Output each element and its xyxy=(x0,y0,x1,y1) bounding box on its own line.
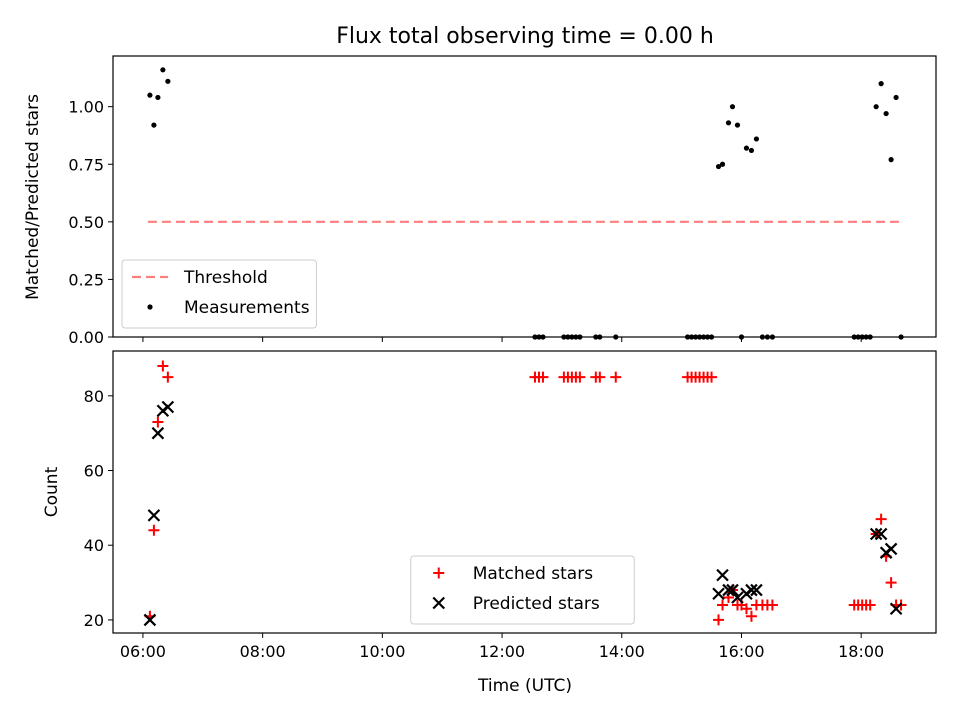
legend-matched-stars-label: Matched stars xyxy=(473,564,593,584)
matched-stars-point xyxy=(885,577,897,589)
ratio-y-tick-label: 0.25 xyxy=(68,270,104,289)
ratio-legend-box xyxy=(121,259,317,329)
count-y-tick-label: 20 xyxy=(84,611,104,630)
count-y-tick-label: 80 xyxy=(84,387,104,406)
matched-stars-point xyxy=(148,524,160,536)
legend-measurements-swatch xyxy=(147,304,153,310)
measurements-point xyxy=(719,161,726,167)
x-tick-label: 16:00 xyxy=(718,642,764,661)
legend-measurements-label: Measurements xyxy=(184,298,310,318)
ratio-y-axis-label: Matched/Predicted stars xyxy=(23,94,43,300)
matched-stars-point xyxy=(157,360,169,372)
measurements-point xyxy=(883,110,889,117)
predicted-stars-point xyxy=(726,583,739,597)
predicted-stars-point xyxy=(712,587,725,601)
matched-stars-point xyxy=(152,416,164,428)
predicted-stars-point xyxy=(889,602,903,615)
x-tick-label: 08:00 xyxy=(240,642,286,661)
measurements-point xyxy=(748,147,755,154)
measurements-point xyxy=(888,157,894,163)
measurements-point xyxy=(715,163,722,170)
predicted-stars-point xyxy=(716,568,729,582)
measurements-point xyxy=(151,122,157,128)
legend-predicted-stars-swatch xyxy=(432,596,446,610)
predicted-stars-point xyxy=(874,527,888,541)
measurements-point xyxy=(743,145,750,151)
predicted-stars-point xyxy=(143,613,157,627)
legend-matched-stars-swatch xyxy=(433,567,445,579)
x-tick-label: 12:00 xyxy=(479,642,525,661)
ratio-y-tick-label: 0.75 xyxy=(68,155,104,174)
measurements-point xyxy=(878,81,884,87)
predicted-stars-point xyxy=(731,591,744,604)
count-y-tick-label: 40 xyxy=(84,536,104,555)
measurements-point xyxy=(155,94,161,101)
matched-stars-point xyxy=(537,371,549,383)
measurements-point xyxy=(734,122,741,128)
predicted-stars-point xyxy=(884,542,898,556)
matched-stars-point xyxy=(162,371,174,383)
x-tick-label: 14:00 xyxy=(599,642,645,661)
measurements-point xyxy=(873,104,879,110)
matched-stars-point xyxy=(740,603,752,615)
ratio-y-tick-label: 0.00 xyxy=(68,328,104,347)
count-panel: 06:00 08:00 10:00 12:00 14:00 16:00 18:00 20 40 6… xyxy=(42,350,937,661)
matched-stars-point xyxy=(594,371,606,383)
matched-stars-point xyxy=(766,599,778,611)
count-y-tick-label: 60 xyxy=(84,462,104,481)
matched-stars-point xyxy=(717,599,729,611)
x-tick-label: 18:00 xyxy=(838,642,884,661)
ratio-plot-frame xyxy=(112,55,937,338)
predicted-stars-point xyxy=(161,400,175,414)
count-y-axis-label: Count xyxy=(42,466,62,517)
count-plot-frame xyxy=(112,350,937,634)
ratio-y-tick-label: 1.00 xyxy=(68,98,104,117)
legend-threshold-label: Threshold xyxy=(183,268,268,288)
count-legend-box xyxy=(410,555,635,625)
measurements-point xyxy=(893,94,899,101)
figure-title: Flux total observing time = 0.00 h xyxy=(336,24,714,49)
measurements-point xyxy=(160,67,166,73)
measurements-point xyxy=(725,120,732,126)
x-tick-label: 06:00 xyxy=(120,642,166,661)
measurements-point xyxy=(753,136,760,142)
matched-stars-point xyxy=(864,599,876,611)
matched-stars-point xyxy=(574,371,586,383)
measurements-point xyxy=(147,92,153,98)
ratio-y-tick-label: 0.50 xyxy=(68,213,104,232)
matched-stars-point xyxy=(713,614,725,626)
matched-stars-point xyxy=(610,371,622,383)
matched-stars-point xyxy=(875,513,887,525)
measurements-point xyxy=(729,104,736,110)
predicted-stars-point xyxy=(869,527,883,541)
predicted-stars-point xyxy=(745,583,758,597)
x-axis-label: Time (UTC) xyxy=(477,676,572,696)
legend-predicted-stars-label: Predicted stars xyxy=(473,594,600,614)
predicted-stars-point xyxy=(147,509,161,522)
measurements-point xyxy=(165,78,171,84)
matched-stars-point xyxy=(706,371,718,383)
matched-stars-point xyxy=(745,610,757,622)
x-tick-label: 10:00 xyxy=(359,642,405,661)
ratio-panel: 0.00 0.25 0.50 0.75 1.00 Matched/Predicted s… xyxy=(23,55,937,347)
predicted-stars-point xyxy=(151,426,165,440)
predicted-stars-point xyxy=(750,583,763,597)
